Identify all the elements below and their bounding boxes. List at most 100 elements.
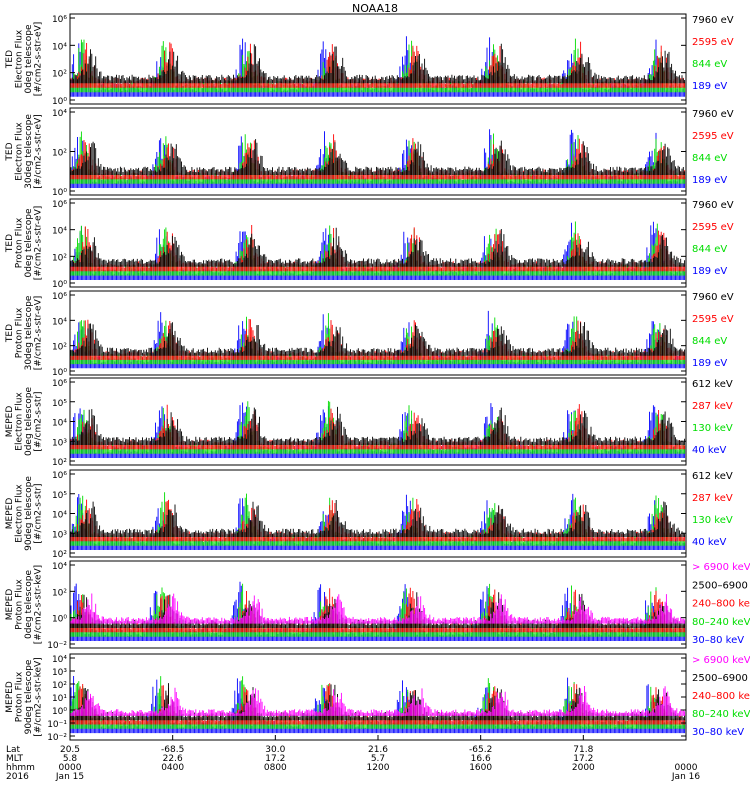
panel-8-legend-5: 30–80 keV [692, 727, 744, 738]
panel-2-ytick-label-2: 10² [52, 149, 67, 159]
x-tick-hhmm-7: 0000 [675, 763, 698, 773]
panel-5-trace-1 [70, 406, 686, 445]
panel-7-ylabel-line-3: 0deg telescope [24, 570, 34, 640]
panel-1-ytick-label-3: 10² [52, 70, 67, 80]
panel-4-legend-1: 7960 eV [692, 292, 734, 303]
panel-1-legend-4: 189 eV [692, 81, 727, 92]
panel-1-legend-1: 7960 eV [692, 15, 734, 26]
x-tick-mlt-5: 16.6 [471, 754, 491, 764]
panel-4-ylabel-line-4: [#/cm2-s-str-eV] [34, 296, 44, 371]
panel-8-ylabel-line-4: [#/cm2-s-str-keV] [34, 657, 44, 736]
panel-3-ytick-label-3: 10² [52, 253, 67, 263]
panel-5-ytick-label-4: 10³ [52, 438, 67, 448]
panel-7-legend-4: 80–240 keV [692, 617, 750, 628]
plot-frames [69, 13, 687, 741]
panel-8-legend-1: > 6900 keV [692, 655, 750, 666]
panel-7-ytick-label-3: 10⁰ [52, 615, 67, 625]
panel-8-ylabel-line-3: 90deg telescope [24, 659, 34, 734]
x-tick-lat-2: -68.5 [161, 745, 184, 755]
x-tick-date-7: Jan 16 [671, 772, 700, 782]
panel-8-trace-1 [70, 686, 686, 716]
panel-8-legend-3: 240–800 keV [692, 691, 750, 702]
panel-3-ylabel-line-1: TED [5, 234, 15, 253]
panel-4-ylabel-line-1: TED [5, 324, 15, 343]
panel-4-legend-2: 2595 eV [692, 314, 734, 325]
x-tick-mlt-3: 17.2 [265, 754, 285, 764]
panel-7-trace-1 [70, 593, 686, 624]
panel-5-ytick-label-2: 10⁵ [52, 399, 67, 409]
x-tick-mlt-6: 17.2 [573, 754, 593, 764]
panel-6-ylabel-line-3: 90deg telescope [24, 476, 34, 551]
panel-1-ylabel-line-2: Electron Flux [15, 29, 25, 88]
x-row-label-4: 2016 [6, 772, 29, 782]
panel-7-ytick-label-2: 10² [52, 588, 67, 598]
x-row-label-3: hhmm [6, 763, 35, 773]
x-tick-mlt-1: 5.8 [63, 754, 78, 764]
x-tick-date-1: Jan 15 [55, 772, 84, 782]
x-tick-mlt-2: 22.6 [163, 754, 183, 764]
panel-8-ylabel-line-1: MEPED [5, 681, 15, 713]
panel-5-ytick-label-3: 10⁴ [52, 419, 67, 429]
panel-2-traces [70, 129, 686, 188]
panel-3-traces [70, 221, 686, 280]
panel-6-ytick-label-3: 10⁴ [52, 511, 67, 521]
panel-5-ylabel-line-3: 0deg telescope [24, 387, 34, 457]
panel-3-ytick-label-1: 10⁶ [52, 200, 67, 210]
x-tick-hhmm-6: 2000 [572, 763, 595, 773]
panel-3-legend-2: 2595 eV [692, 222, 734, 233]
panel-1-ytick-label-1: 10⁶ [52, 15, 67, 25]
panel-4-ytick-label-3: 10² [52, 343, 67, 353]
panel-8-ytick-label-4: 10¹ [52, 694, 67, 704]
panel-5-traces [70, 400, 686, 458]
x-tick-lat-1: 20.5 [60, 745, 80, 755]
panel-8-ytick-label-2: 10³ [52, 668, 67, 678]
panel-7-ylabel-line-1: MEPED [5, 589, 15, 621]
panel-1-legend-3: 844 eV [692, 59, 727, 70]
panel-3-ylabel-line-4: [#/cm2-s-str-eV] [34, 206, 44, 281]
panel-4-legend-4: 189 eV [692, 358, 727, 369]
panel-6-ytick-label-5: 10² [52, 550, 67, 560]
panel-8-ytick-label-6: 10⁻¹ [47, 720, 67, 730]
panel-2-legend-2: 2595 eV [692, 131, 734, 142]
panel-4-ylabel-line-2: Proton Flux [15, 307, 25, 358]
x-tick-hhmm-2: 0400 [161, 763, 184, 773]
panel-5-ytick-label-5: 10² [52, 458, 67, 468]
panel-1-ylabel-line-1: TED [5, 50, 15, 69]
chart-title: NOAA18 [352, 2, 398, 15]
panel-4-legend-3: 844 eV [692, 336, 727, 347]
panel-5-ylabel-line-2: Electron Flux [15, 392, 25, 451]
panel-1-legend-2: 2595 eV [692, 37, 734, 48]
panel-3-legend-3: 844 eV [692, 244, 727, 255]
panel-7-ylabel-line-4: [#/cm2-s-str-keV] [34, 565, 44, 644]
x-row-label-1: Lat [6, 745, 21, 755]
x-tick-lat-4: 21.6 [368, 745, 388, 755]
panel-3-ytick-label-4: 10⁰ [52, 280, 67, 290]
panel-3-legend-1: 7960 eV [692, 200, 734, 211]
panel-3-trace-1 [70, 227, 686, 267]
panel-3-ylabel-line-3: 0deg telescope [24, 208, 34, 278]
panel-1-frame [69, 13, 687, 105]
x-tick-hhmm-1: 0000 [59, 763, 82, 773]
panel-6-ytick-label-2: 10⁵ [52, 491, 67, 501]
panel-8-legend-2: 2500–6900 [692, 673, 748, 684]
panel-2-legend-3: 844 eV [692, 153, 727, 164]
panel-5-ylabel-line-1: MEPED [5, 406, 15, 438]
x-tick-lat-6: 71.8 [573, 745, 593, 755]
panel-1-ylabel-line-4: [#/cm2-s-str-eV] [34, 22, 44, 97]
panel-1-ytick-label-4: 10⁰ [52, 97, 67, 107]
panel-5-ylabel-line-4: [#/cm2-s-str] [34, 391, 44, 451]
panel-6-legend-1: 612 keV [692, 471, 733, 482]
panel-8-ylabel-line-2: Proton Flux [15, 671, 25, 722]
panel-1-ytick-label-2: 10⁴ [52, 42, 67, 52]
panel-8-ytick-label-7: 10⁻² [47, 733, 67, 743]
panel-8-legend-4: 80–240 keV [692, 709, 750, 720]
panel-5-legend-4: 40 keV [692, 445, 726, 456]
panel-2-ylabel-line-3: 30deg telescope [24, 114, 34, 189]
panel-7-ytick-label-4: 10⁻² [47, 641, 67, 651]
panel-2-ylabel-line-4: [#/cm2-s-str-eV] [34, 114, 44, 189]
panel-1-trace-1 [70, 43, 686, 84]
x-tick-lat-3: 30.0 [265, 745, 285, 755]
panel-8-ytick-label-3: 10² [52, 681, 67, 691]
panel-5-legend-2: 287 keV [692, 401, 733, 412]
